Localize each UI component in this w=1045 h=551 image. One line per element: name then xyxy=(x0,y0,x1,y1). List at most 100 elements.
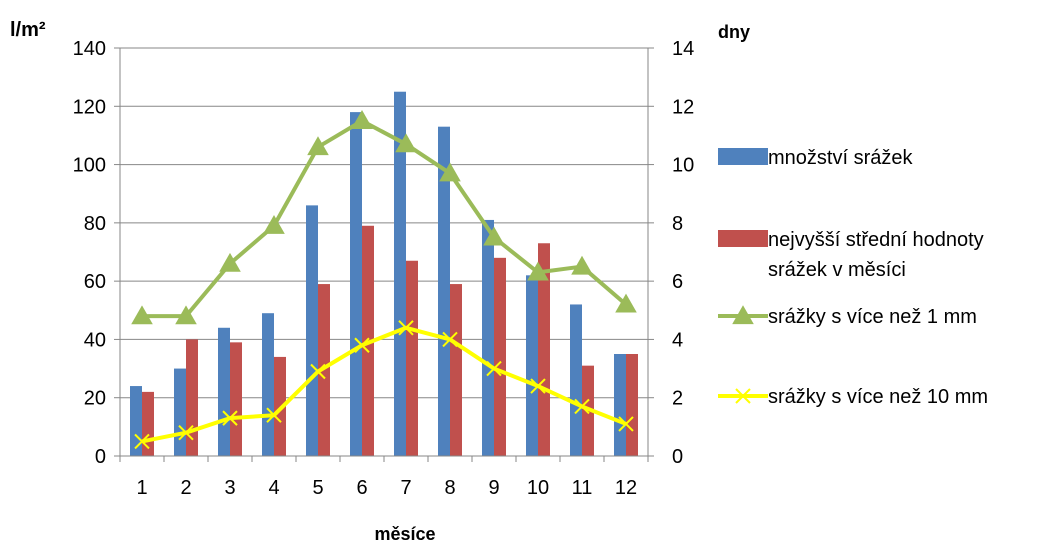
x-tick-label: 2 xyxy=(180,477,191,499)
gridlines xyxy=(120,47,648,399)
y-left-tick-label: 20 xyxy=(84,388,106,410)
data-point xyxy=(442,331,458,348)
data-point xyxy=(307,136,329,156)
x-tick-label: 9 xyxy=(488,477,499,499)
data-point xyxy=(571,255,593,275)
legend-label: nejvyšší střední hodnoty srážek v měsíci xyxy=(768,229,984,281)
bar xyxy=(614,354,626,456)
y-right-tick-label: 0 xyxy=(672,446,683,468)
y-right-tick-label: 2 xyxy=(672,388,683,410)
data-point xyxy=(266,407,282,423)
legend-label: množství srážek xyxy=(768,147,913,169)
bar xyxy=(230,342,242,456)
marker-stroke xyxy=(618,416,634,432)
series-line xyxy=(142,118,628,319)
data-point xyxy=(530,378,546,394)
bar xyxy=(218,327,230,456)
data-point xyxy=(483,226,505,246)
y-left-tick-label: 120 xyxy=(73,96,106,118)
y-right-tick-label: 6 xyxy=(672,271,683,293)
data-point xyxy=(222,410,238,426)
data-point xyxy=(131,305,153,325)
data-point xyxy=(574,398,590,415)
axes xyxy=(114,47,654,462)
marker-stroke xyxy=(310,363,326,380)
data-point xyxy=(263,214,285,234)
y-right-tick-label: 12 xyxy=(672,96,694,118)
bars xyxy=(130,91,638,456)
bar xyxy=(130,386,142,456)
series-lines xyxy=(131,110,637,450)
marker-stroke xyxy=(574,398,590,415)
y-right-tick-label: 14 xyxy=(672,38,694,60)
bar xyxy=(450,284,462,456)
x-tick-label: 10 xyxy=(527,477,549,499)
data-point xyxy=(354,337,370,353)
y-right-tick-label: 4 xyxy=(672,329,683,351)
y-right-tick-label: 10 xyxy=(672,155,694,177)
y-right-tick-label: 8 xyxy=(672,213,683,235)
data-point xyxy=(527,261,549,281)
data-point xyxy=(732,305,754,325)
data-point xyxy=(219,252,241,272)
y-left-tick-label: 0 xyxy=(95,446,106,468)
marker-stroke xyxy=(486,360,502,377)
x-tick-label: 11 xyxy=(572,477,593,499)
marker-stroke xyxy=(442,331,458,348)
x-tick-label: 7 xyxy=(400,477,411,499)
bar xyxy=(186,339,198,456)
bar xyxy=(406,260,418,456)
y-axis-left-label: l/m² xyxy=(10,19,46,41)
x-tick-label: 3 xyxy=(224,477,235,499)
x-tick-label: 6 xyxy=(356,477,367,499)
y-axis-right-label: dny xyxy=(718,22,750,42)
legend: množství srážek nejvyšší střední hodnoty s… xyxy=(718,147,988,408)
marker-stroke xyxy=(398,320,414,336)
y-left-tick-label: 60 xyxy=(84,271,106,293)
bar xyxy=(538,243,550,456)
marker-stroke xyxy=(134,433,150,450)
bar xyxy=(570,304,582,456)
x-tick-label: 5 xyxy=(312,477,323,499)
data-point xyxy=(175,305,197,325)
y-left-tick-label: 140 xyxy=(73,38,106,60)
legend-label: srážky s více než 1 mm xyxy=(768,306,977,328)
legend-label: srážky s více než 10 mm xyxy=(768,386,988,408)
marker-stroke xyxy=(354,337,370,353)
data-point xyxy=(735,388,751,404)
data-point xyxy=(618,416,634,432)
y-left-tick-label: 100 xyxy=(73,155,106,177)
y-left-tick-label: 80 xyxy=(84,213,106,235)
legend-swatch xyxy=(718,148,768,165)
x-tick-label: 1 xyxy=(136,477,147,499)
data-point xyxy=(439,162,461,182)
bar xyxy=(174,368,186,456)
series-line xyxy=(141,325,627,444)
bar xyxy=(526,275,538,456)
marker-stroke xyxy=(222,410,238,426)
x-axis-label: měsíce xyxy=(374,524,435,544)
bar xyxy=(626,354,638,456)
bar xyxy=(262,313,274,456)
data-point xyxy=(134,433,150,450)
marker-stroke xyxy=(178,424,194,441)
data-point xyxy=(310,363,326,380)
data-point xyxy=(395,133,417,153)
x-tick-label: 12 xyxy=(615,477,637,499)
marker-stroke xyxy=(266,407,282,423)
x-tick-label: 4 xyxy=(268,477,279,499)
marker-stroke xyxy=(735,388,751,404)
bar xyxy=(482,219,494,456)
x-tick-label: 8 xyxy=(444,477,455,499)
marker-stroke xyxy=(530,378,546,394)
bar xyxy=(438,126,450,456)
data-point xyxy=(351,110,373,129)
bar xyxy=(350,112,362,456)
data-point xyxy=(486,360,502,377)
data-point xyxy=(178,424,194,441)
y-left-tick-label: 40 xyxy=(84,329,106,351)
bar xyxy=(394,91,406,456)
bar xyxy=(494,257,506,456)
